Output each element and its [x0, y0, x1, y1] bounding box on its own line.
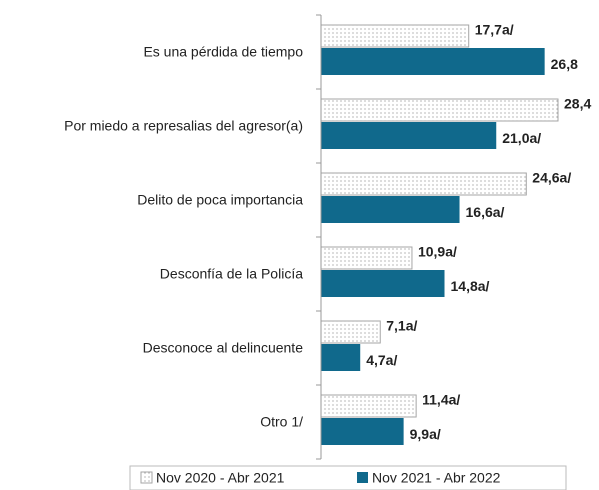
bar [321, 196, 460, 223]
value-label: 7,1a/ [386, 318, 417, 334]
bar [320, 172, 527, 196]
legend-swatch [140, 471, 153, 484]
legend-swatch [357, 472, 368, 483]
value-label: 16,6a/ [466, 204, 505, 220]
value-label: 26,8 [551, 56, 578, 72]
legend-box [129, 465, 567, 490]
value-label: 21,0a/ [502, 130, 541, 146]
bar [321, 122, 497, 149]
category-label: Es una pérdida de tiempo [143, 44, 303, 60]
bar [320, 394, 417, 418]
bar [321, 344, 361, 371]
bar [321, 418, 404, 445]
value-label: 4,7a/ [366, 352, 397, 368]
legend-label: Nov 2020 - Abr 2021 [156, 470, 285, 486]
value-label: 11,4a/ [422, 392, 460, 408]
bar [320, 246, 413, 270]
category-label: Delito de poca importancia [137, 192, 303, 208]
value-label: 17,7a/ [475, 22, 514, 38]
value-label: 10,9a/ [418, 244, 457, 260]
value-label: 14,8a/ [451, 278, 490, 294]
value-label: 9,9a/ [410, 426, 441, 442]
bar [321, 48, 545, 75]
category-label: Desconoce al delincuente [143, 340, 304, 356]
category-label: Por miedo a represalias del agresor(a) [64, 118, 303, 134]
bar [320, 24, 470, 48]
category-label: Desconfía de la Policía [160, 266, 303, 282]
bar [321, 270, 445, 297]
bar [320, 98, 559, 122]
value-label: 24,6a/ [532, 170, 571, 186]
category-label: Otro 1/ [260, 414, 303, 430]
bar [320, 320, 381, 344]
legend-label: Nov 2021 - Abr 2022 [372, 470, 501, 486]
value-label: 28,4 [564, 96, 591, 112]
